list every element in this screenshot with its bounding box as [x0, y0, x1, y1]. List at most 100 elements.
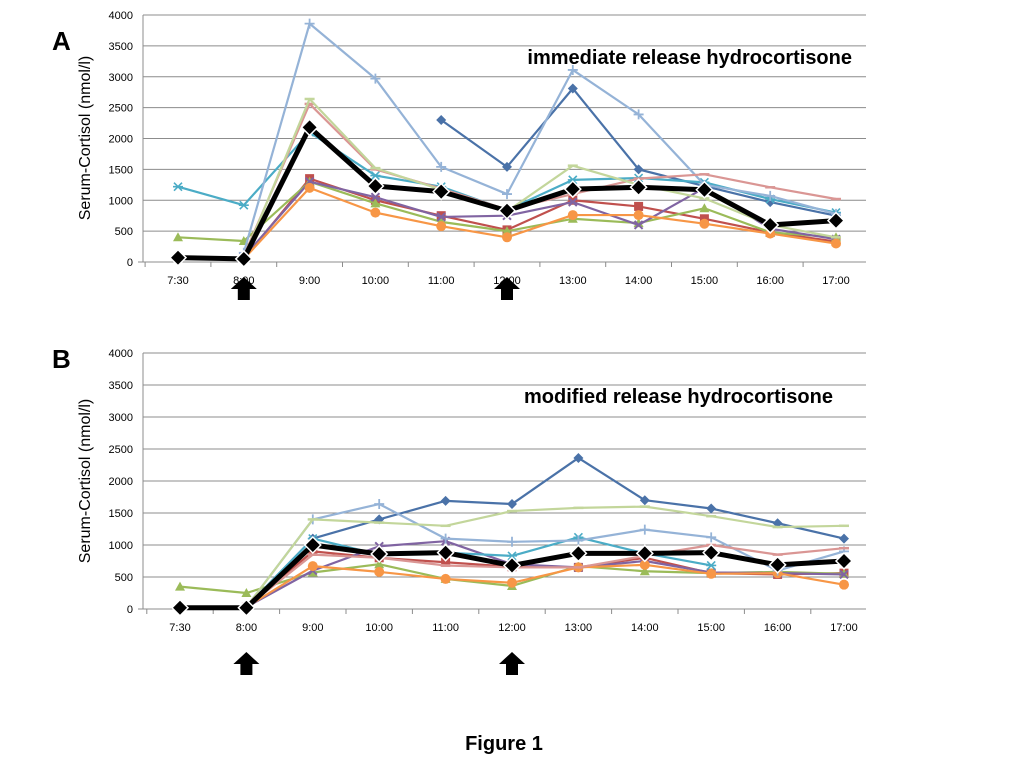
point-b-mean-3 — [370, 544, 389, 564]
point-a-mean-2 — [300, 118, 319, 137]
point-a-patient-6-8 — [699, 218, 710, 229]
point-b-patient-5-8 — [706, 560, 717, 571]
y-tick-label-b-5: 2500 — [109, 444, 133, 456]
axes-a — [138, 15, 866, 267]
point-a-mean-9 — [761, 215, 780, 235]
series-line-a-patient-9-0 — [242, 97, 837, 259]
y-axis-label-b: Serum-Cortisol (nmol/l) — [77, 399, 94, 563]
x-tick-label-b-8: 15:00 — [697, 622, 725, 634]
point-a-mean-1 — [234, 249, 253, 268]
point-a-mean-5 — [497, 201, 517, 220]
chart-panel-b: B Serum-Cortisol (nmol/l) 0 500 1000 1500 20… — [52, 344, 866, 675]
point-b-patient-1-5 — [507, 499, 517, 510]
x-tick-label-b-5: 12:00 — [498, 622, 526, 634]
x-tick-label-a-0: 7:30 — [167, 275, 188, 287]
y-tick-label-b-0: 0 — [127, 604, 133, 616]
point-b-patient-1-4 — [440, 495, 451, 506]
chart-title-b: modified release hydrocortisone — [524, 386, 833, 408]
point-b-mean-5 — [502, 556, 522, 575]
point-b-mean-4 — [436, 543, 455, 562]
series-b-mean — [170, 535, 854, 617]
point-a-patient-7-5 — [502, 189, 512, 200]
y-tick-label-a-8: 4000 — [109, 10, 133, 22]
point-a-patient-7-2 — [304, 18, 315, 29]
figure-caption: Figure 1 — [465, 733, 543, 755]
point-b-patient-7-8 — [706, 532, 717, 543]
x-tick-label-a-7: 14:00 — [625, 275, 653, 287]
x-tick-label-b-2: 9:00 — [302, 622, 323, 634]
point-b-mean-8 — [702, 543, 721, 562]
point-b-patient-1-10 — [839, 533, 849, 544]
y-tick-label-b-8: 4000 — [109, 348, 133, 360]
x-tick-label-a-8: 15:00 — [691, 275, 719, 287]
point-a-patient-6-7 — [633, 210, 644, 221]
point-a-patient-3-0 — [173, 232, 183, 242]
y-tick-label-a-4: 2000 — [109, 134, 133, 146]
point-b-patient-3-7 — [639, 566, 650, 576]
point-a-mean-7 — [629, 178, 648, 197]
point-b-mean-9 — [768, 555, 787, 574]
point-a-patient-6-5 — [502, 232, 512, 243]
point-b-mean-2 — [303, 535, 322, 555]
x-tick-label-a-10: 17:00 — [822, 275, 850, 287]
point-a-patient-7-6 — [567, 64, 578, 75]
dose-arrow-a-0 — [230, 277, 257, 300]
point-a-patient-6-6 — [567, 210, 578, 221]
point-b-mean-10 — [834, 551, 854, 571]
y-tick-label-a-1: 500 — [115, 226, 133, 238]
point-b-patient-3-0 — [175, 581, 185, 591]
y-tick-label-a-6: 3000 — [109, 72, 133, 84]
point-a-patient-1-5 — [502, 161, 512, 172]
x-tick-label-b-6: 13:00 — [565, 622, 593, 634]
point-b-patient-7-4 — [440, 533, 451, 544]
y-tick-label-a-5: 2500 — [109, 103, 133, 115]
y-tick-label-a-2: 1000 — [109, 195, 133, 207]
point-a-patient-5-0 — [173, 182, 183, 192]
x-tick-labels-b: 7:30 8:00 9:00 10:00 11:00 12:00 13:00 14:00 15:… — [169, 622, 857, 634]
point-b-patient-6-8 — [706, 568, 717, 579]
y-tick-labels-a: 0 500 1000 1500 2000 2500 3000 3500 4000 — [109, 10, 133, 269]
point-a-mean-0 — [168, 248, 188, 267]
y-tick-label-a-0: 0 — [127, 257, 133, 269]
y-tick-label-a-7: 3500 — [109, 41, 133, 53]
y-tick-label-b-2: 1000 — [109, 540, 133, 552]
dose-arrows-b — [233, 652, 525, 675]
x-tick-label-a-4: 11:00 — [428, 275, 455, 287]
point-a-patient-2-7 — [634, 201, 644, 211]
point-a-patient-5-6 — [567, 175, 578, 185]
point-b-patient-7-6 — [573, 535, 584, 546]
x-tick-label-a-3: 10:00 — [362, 275, 390, 287]
point-a-patient-1-7 — [633, 164, 644, 175]
series-line-b-patient-6-0 — [245, 563, 845, 609]
series-line-b-patient-8-0 — [245, 543, 845, 608]
y-tick-label-b-7: 3500 — [109, 380, 133, 392]
x-tick-label-b-4: 11:00 — [432, 622, 459, 634]
series-line-a-patient-2-0 — [242, 177, 837, 260]
point-a-patient-5-1 — [238, 200, 249, 210]
panel-letter-b: B — [52, 344, 71, 374]
point-a-patient-2-6 — [568, 195, 578, 205]
point-b-patient-1-8 — [706, 503, 717, 514]
point-b-patient-6-3 — [374, 566, 385, 577]
y-tick-labels-b: 0 500 1000 1500 2000 2500 3000 3500 4000 — [109, 348, 133, 616]
x-tick-label-b-10: 17:00 — [830, 622, 858, 634]
series-line-b-patient-9-0 — [245, 505, 845, 608]
panel-letter-a: A — [52, 26, 71, 56]
point-a-patient-7-7 — [633, 109, 644, 120]
y-tick-label-b-3: 1500 — [109, 508, 133, 520]
x-tick-label-b-7: 14:00 — [631, 622, 659, 634]
series-a-patient-4 — [239, 177, 841, 262]
x-tick-label-b-1: 8:00 — [236, 622, 257, 634]
series-line-b-patient-5-0 — [245, 536, 712, 608]
point-b-patient-7-7 — [639, 524, 650, 535]
point-b-patient-7-3 — [374, 499, 385, 510]
chart-panel-a: A Serum-Cortisol (nmol/l) 0 500 1000 1500 20… — [52, 10, 866, 300]
point-b-mean-7 — [635, 544, 654, 563]
point-a-mean-3 — [366, 176, 385, 196]
dose-arrow-a-1 — [494, 277, 520, 300]
point-b-patient-4-10 — [839, 569, 849, 580]
point-a-patient-1-6 — [567, 83, 578, 94]
x-tick-label-b-0: 7:30 — [169, 622, 190, 634]
y-tick-label-b-6: 3000 — [109, 412, 133, 424]
